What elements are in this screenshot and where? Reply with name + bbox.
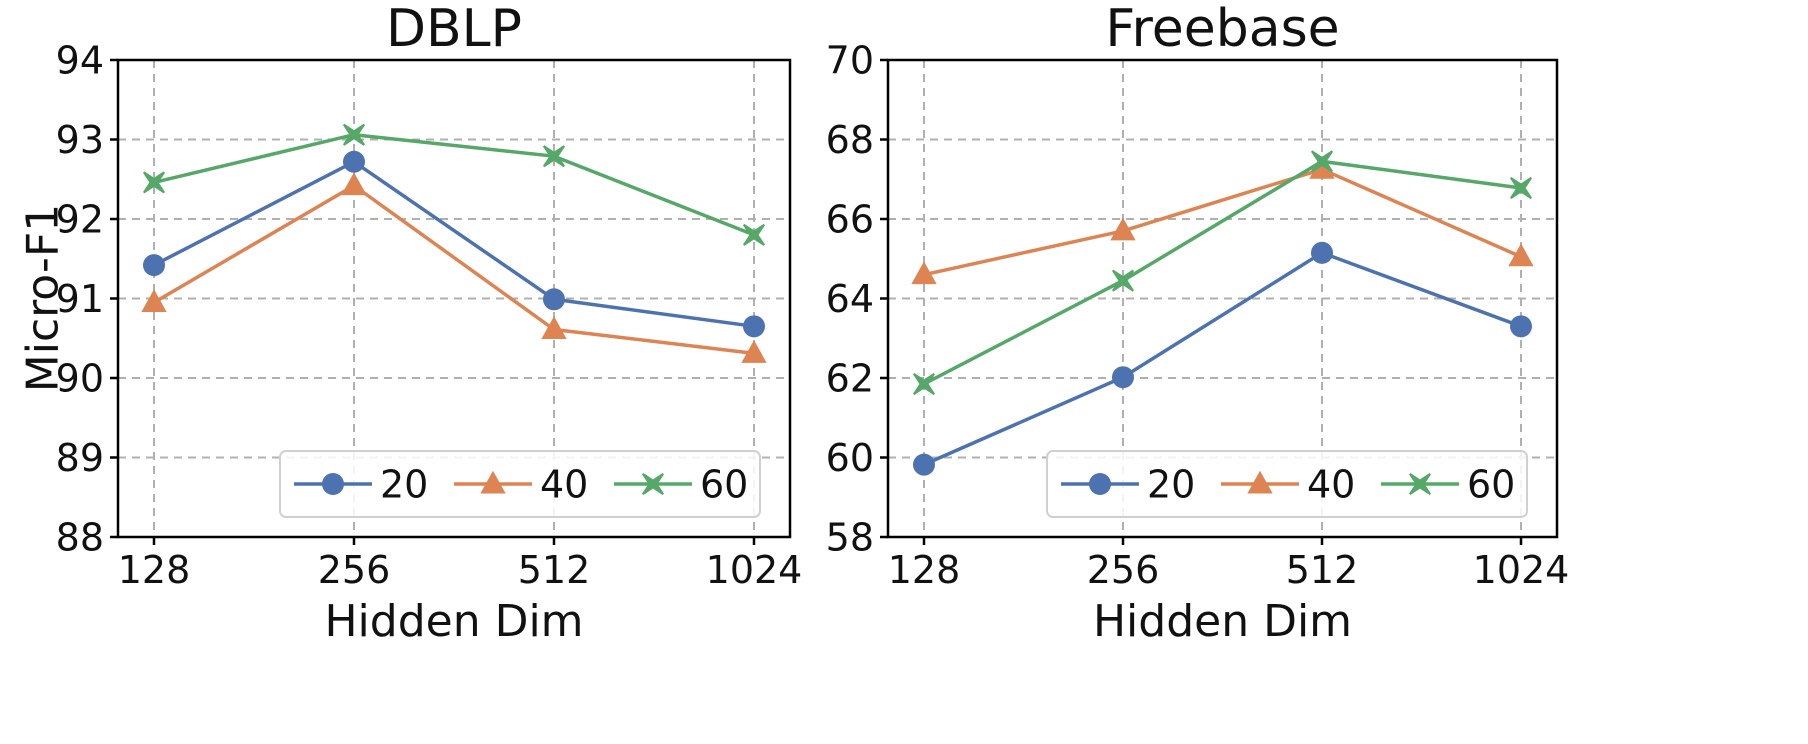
y-axis-label: Micro-F1: [17, 204, 68, 392]
y-tick-label: 94: [56, 38, 104, 82]
series-line-20: [153, 160, 755, 329]
data-point-60: [543, 145, 565, 168]
x-tick-label: 128: [888, 548, 961, 592]
data-point-60: [1311, 150, 1333, 173]
chart-panel-0: 88 89 90 91 92 93 94 128 256 512 1024 DBLP Hidden Di…: [56, 0, 803, 647]
data-point-40: [741, 340, 767, 363]
data-point-20: [543, 288, 565, 311]
data-point-40: [911, 261, 937, 285]
x-axis-label: Hidden Dim: [324, 596, 583, 647]
x-tick-label: 256: [1087, 548, 1160, 592]
legend-marker-60: [642, 473, 664, 495]
legend-marker-40: [480, 470, 506, 494]
legend-marker-60: [1409, 473, 1431, 495]
data-point-20: [1510, 315, 1532, 338]
x-tick-label: 512: [1286, 548, 1359, 592]
y-tick-label: 92: [56, 197, 104, 241]
legend-label-60: 60: [700, 462, 748, 506]
y-tick-label: 68: [826, 118, 874, 162]
data-point-60: [143, 171, 165, 194]
y-tick-label: 62: [826, 356, 874, 400]
data-point-20: [1311, 241, 1333, 264]
data-point-60: [343, 123, 365, 146]
data-point-40: [541, 316, 567, 339]
y-tick-label: 58: [826, 515, 874, 559]
series-line-40: [923, 167, 1522, 277]
legend-label-20: 20: [1147, 462, 1195, 506]
data-point-40: [1508, 243, 1534, 267]
y-tick-label: 93: [56, 118, 104, 162]
x-tick-label: 256: [318, 548, 391, 592]
data-point-20: [343, 150, 365, 173]
legend-marker-20: [322, 473, 344, 495]
y-tick-label: 91: [56, 277, 104, 321]
data-point-20: [913, 453, 935, 476]
chart-title: Freebase: [1105, 0, 1339, 59]
data-point-40: [341, 172, 367, 196]
series-line-40: [153, 183, 755, 356]
data-point-40: [141, 289, 167, 312]
legend-label-60: 60: [1467, 462, 1515, 506]
x-tick-label: 128: [118, 548, 191, 592]
legend-marker-20: [1089, 473, 1111, 495]
data-point-20: [743, 315, 765, 338]
chart-title: DBLP: [386, 0, 522, 59]
y-tick-label: 90: [56, 356, 104, 400]
data-point-20: [143, 254, 165, 277]
x-tick-label: 1024: [706, 548, 803, 592]
data-point-40: [1110, 217, 1136, 241]
data-point-60: [743, 223, 765, 246]
x-tick-label: 512: [518, 548, 591, 592]
legend-marker-40: [1247, 470, 1273, 494]
y-tick-label: 70: [826, 38, 874, 82]
legend-label-20: 20: [380, 462, 428, 506]
y-tick-label: 60: [826, 436, 874, 480]
y-tick-label: 64: [826, 277, 874, 321]
legend-label-40: 40: [540, 462, 588, 506]
y-tick-label: 66: [826, 197, 874, 241]
data-point-60: [913, 372, 935, 395]
y-tick-label: 88: [56, 515, 104, 559]
x-axis-label: Hidden Dim: [1093, 596, 1352, 647]
y-tick-label: 89: [56, 436, 104, 480]
chart-panel-1: 58 60 62 64 66 68 70 128 256 512 1024 Freebase Hidde…: [826, 0, 1570, 647]
data-point-20: [1112, 366, 1134, 389]
data-point-40: [1309, 156, 1335, 179]
series-line-20: [923, 251, 1522, 467]
data-point-60: [1112, 269, 1134, 292]
x-tick-label: 1024: [1473, 548, 1570, 592]
data-point-60: [1510, 176, 1532, 199]
legend-label-40: 40: [1307, 462, 1355, 506]
series-line-60: [153, 132, 755, 237]
series-line-60: [923, 159, 1522, 386]
